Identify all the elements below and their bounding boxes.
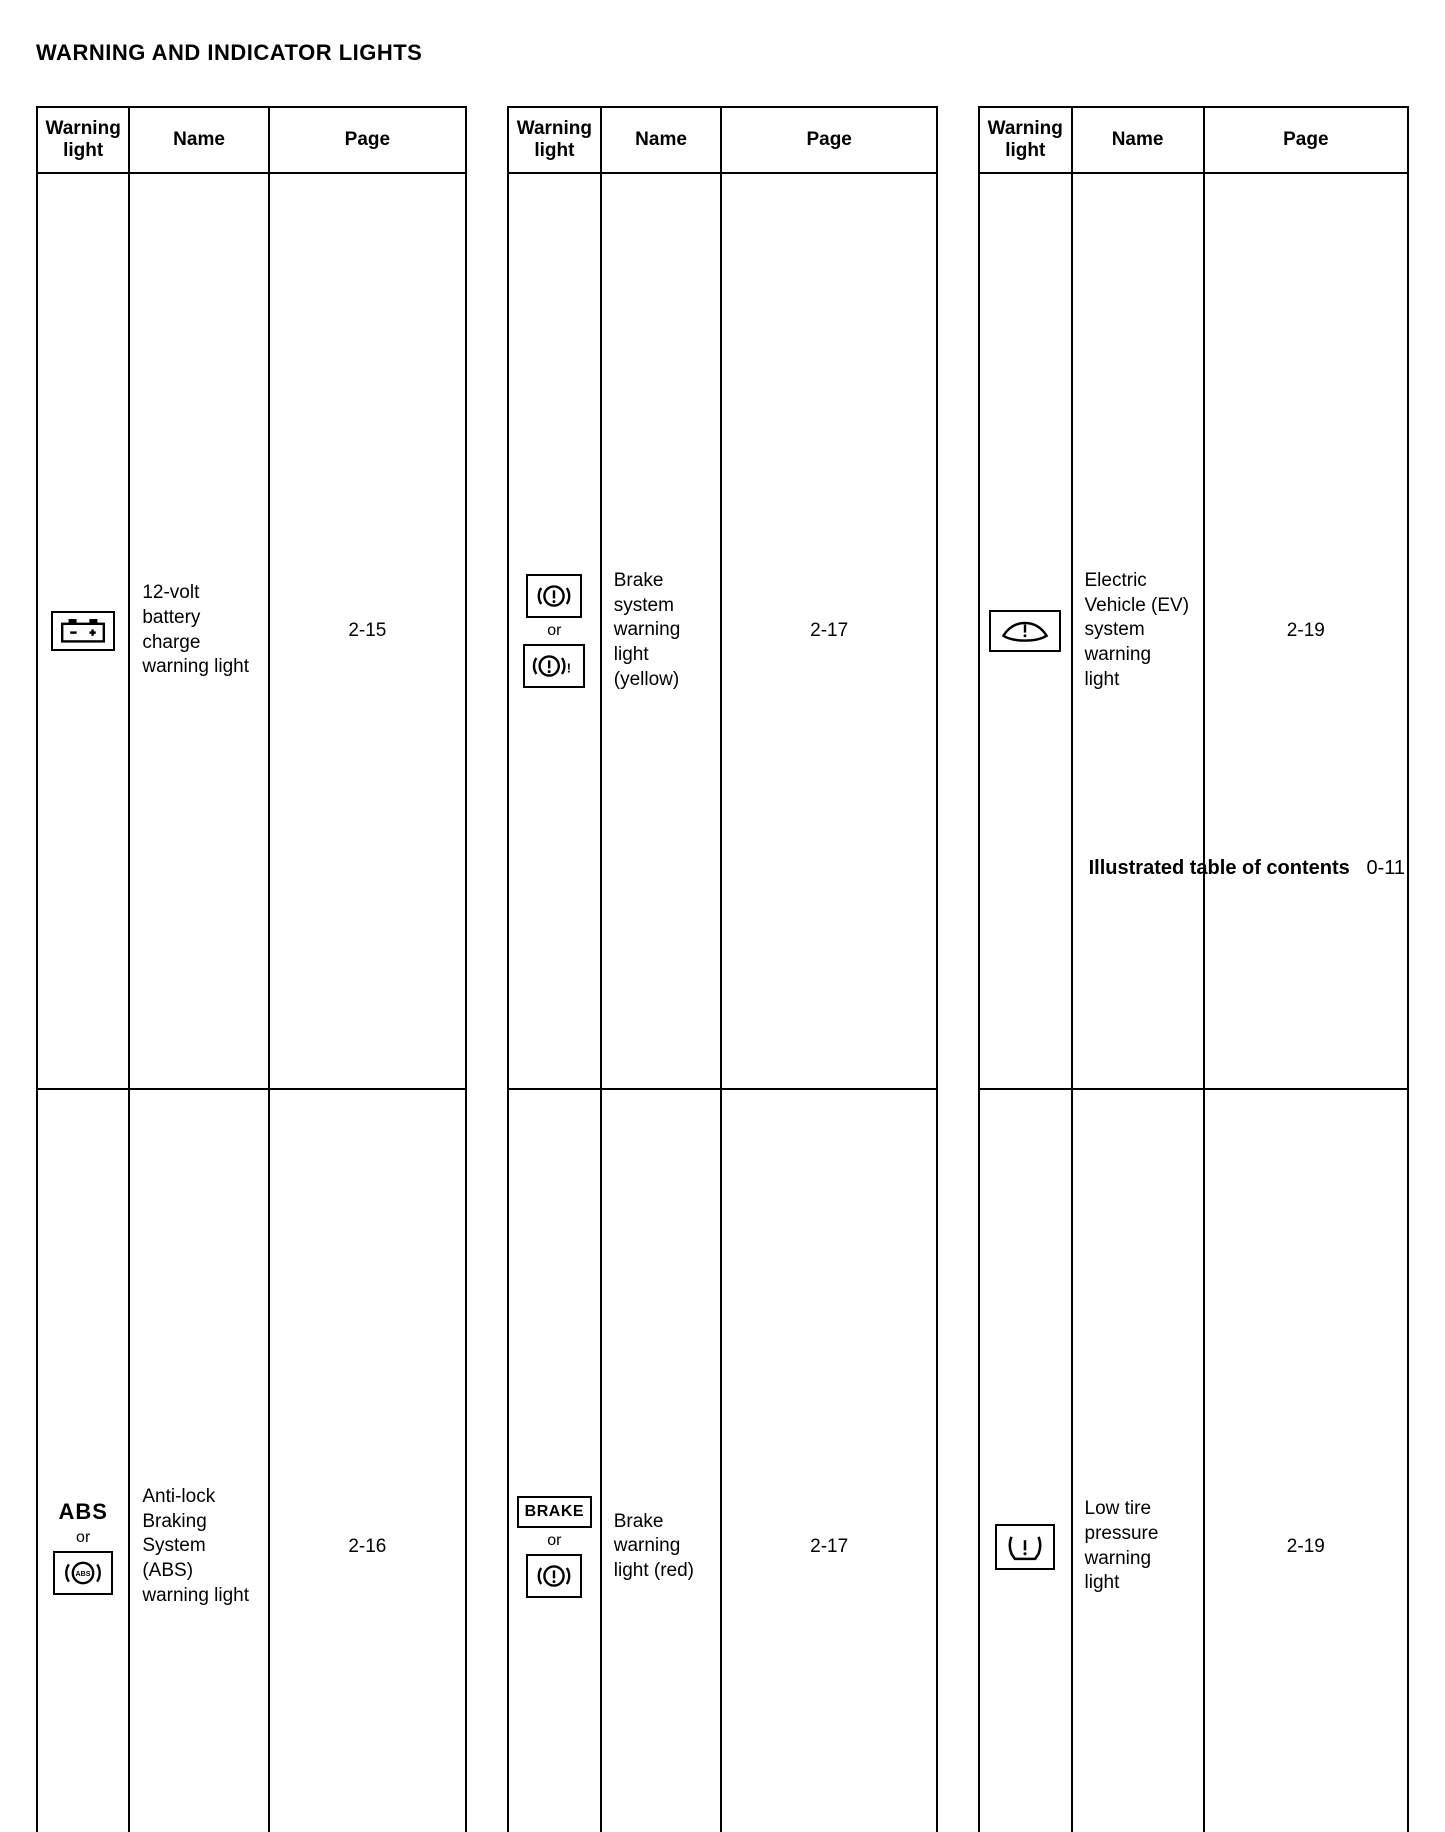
col-name-header: Name — [1072, 107, 1204, 173]
col-name-header: Name — [129, 107, 268, 173]
cell-icon: or ! — [508, 173, 601, 1089]
cell-icon: ABSor ABS — [37, 1089, 129, 1832]
cell-name: Anti-lock Braking System (ABS) warning l… — [129, 1089, 268, 1832]
cell-page: 2-16 — [269, 1089, 466, 1832]
col-page-header: Page — [721, 107, 937, 173]
ev-icon — [989, 610, 1061, 652]
cell-page: 2-17 — [721, 1089, 937, 1832]
col-page-header: Page — [1204, 107, 1408, 173]
table-row: BRAKEor Brake warning light (red) 2-17 — [508, 1089, 937, 1832]
col-page-header: Page — [269, 107, 466, 173]
cell-icon: BRAKEor — [508, 1089, 601, 1832]
cell-name: Electric Vehicle (EV) system warning lig… — [1072, 173, 1204, 1089]
document-page: WARNING AND INDICATOR LIGHTS Warningligh… — [0, 0, 1445, 916]
col-icon-header: Warninglight — [37, 107, 129, 173]
brake-yellow-icon: or ! — [523, 574, 585, 688]
warning-table-2: Warninglight Name Page or ! Brake system… — [507, 106, 938, 1832]
table-row: Low tire pressure warning light 2-19 — [979, 1089, 1408, 1832]
cell-name: Brake warning light (red) — [601, 1089, 722, 1832]
cell-icon — [979, 1089, 1072, 1832]
warning-table-1: Warninglight Name Page 12-volt battery c… — [36, 106, 467, 1832]
tables-container: Warninglight Name Page 12-volt battery c… — [36, 106, 1409, 1832]
battery-icon — [51, 611, 115, 651]
or-label: or — [547, 1532, 561, 1550]
warning-table-3: Warninglight Name Page Electric Vehicle … — [978, 106, 1409, 1832]
col-name-header: Name — [601, 107, 722, 173]
or-label: or — [76, 1529, 90, 1547]
footer-page: 0-11 — [1366, 857, 1405, 879]
cell-icon — [37, 173, 129, 1089]
cell-name: Brake system warning light (yellow) — [601, 173, 722, 1089]
cell-name: 12-volt battery charge warning light — [129, 173, 268, 1089]
cell-page: 2-19 — [1204, 1089, 1408, 1832]
table-row: Electric Vehicle (EV) system warning lig… — [979, 173, 1408, 1089]
table-row: 12-volt battery charge warning light 2-1… — [37, 173, 466, 1089]
cell-page: 2-19 — [1204, 173, 1408, 1089]
table-row: ABSor ABS Anti-lock Braking System (ABS)… — [37, 1089, 466, 1832]
footer-label: Illustrated table of contents — [1089, 857, 1350, 879]
cell-icon — [979, 173, 1072, 1089]
col-icon-header: Warninglight — [979, 107, 1072, 173]
brake-red-icon: BRAKEor — [517, 1496, 592, 1598]
page-footer: Illustrated table of contents 0-11 — [1089, 857, 1405, 880]
table-row: or ! Brake system warning light (yellow)… — [508, 173, 937, 1089]
cell-name: Low tire pressure warning light — [1072, 1089, 1204, 1832]
cell-page: 2-17 — [721, 173, 937, 1089]
svg-text:ABS: ABS — [76, 1571, 91, 1578]
cell-page: 2-15 — [269, 173, 466, 1089]
abs-icon: ABSor ABS — [53, 1499, 113, 1595]
or-label: or — [547, 622, 561, 640]
tpms-icon — [995, 1524, 1055, 1570]
page-title: WARNING AND INDICATOR LIGHTS — [36, 40, 1409, 66]
col-icon-header: Warninglight — [508, 107, 601, 173]
svg-text:!: ! — [567, 660, 571, 675]
